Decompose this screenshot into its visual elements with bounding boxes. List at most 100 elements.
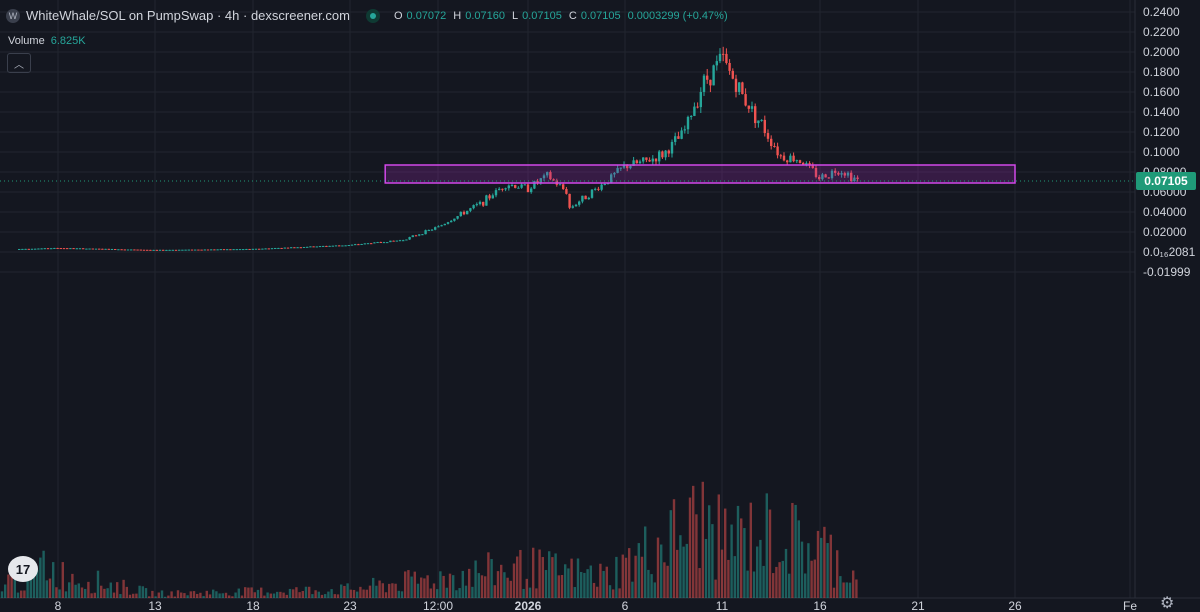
volume-bar bbox=[298, 592, 301, 598]
volume-bar bbox=[391, 583, 394, 598]
price-axis[interactable]: 0.2400 0.2200 0.2000 0.1800 0.1600 0.1400 0.12… bbox=[1143, 5, 1196, 279]
volume-bar bbox=[772, 573, 775, 598]
collapse-legend-button[interactable]: ︿ bbox=[7, 53, 31, 73]
volume-bar bbox=[247, 587, 250, 598]
candle-body bbox=[414, 235, 418, 237]
volume-bar bbox=[394, 583, 397, 598]
volume-bar bbox=[106, 588, 109, 598]
candle-body bbox=[357, 244, 360, 246]
tradingview-logo[interactable]: 17 bbox=[8, 556, 38, 582]
volume-bar bbox=[327, 591, 330, 598]
volume-bar bbox=[503, 572, 506, 598]
candle-body bbox=[603, 184, 606, 186]
volume-bar bbox=[183, 593, 186, 598]
volume-bar bbox=[192, 591, 196, 598]
volume-bar bbox=[522, 588, 525, 598]
candle-body bbox=[667, 150, 670, 154]
candle-body bbox=[75, 248, 78, 250]
volume-bar bbox=[717, 494, 720, 598]
y-tick-label: 0.1600 bbox=[1143, 85, 1180, 99]
gear-icon[interactable]: ⚙ bbox=[1160, 595, 1175, 612]
candle-body bbox=[674, 136, 677, 142]
volume-bar bbox=[746, 570, 749, 598]
candle-body bbox=[98, 248, 101, 250]
volume-bar bbox=[311, 594, 314, 598]
candle-body bbox=[187, 249, 190, 251]
volume-bar bbox=[186, 595, 189, 598]
y-tick-label: 0.2000 bbox=[1143, 45, 1180, 59]
volume-bar bbox=[359, 586, 362, 598]
volume-bar bbox=[308, 586, 311, 598]
volume-bar bbox=[52, 562, 55, 598]
volume-bar bbox=[554, 553, 557, 598]
volume-bar bbox=[74, 584, 77, 598]
candle-body bbox=[392, 240, 395, 242]
volume-bar bbox=[714, 579, 717, 598]
volume-bar bbox=[154, 596, 157, 598]
volume-bar bbox=[368, 585, 372, 598]
volume-bar bbox=[10, 575, 13, 598]
volume-bar bbox=[535, 588, 538, 598]
candle-body bbox=[94, 248, 98, 250]
volume-bar bbox=[125, 586, 128, 598]
volume-bar bbox=[330, 589, 333, 598]
volume-bar bbox=[653, 582, 656, 598]
volume-bar bbox=[752, 571, 756, 598]
volume-bar bbox=[112, 592, 116, 598]
candle-body bbox=[251, 248, 254, 250]
time-axis[interactable]: 8 13 18 23 12:00 2026 6 11 16 21 26 Fe bbox=[55, 599, 1138, 612]
volume-bar bbox=[314, 590, 317, 598]
candle-body bbox=[418, 234, 421, 236]
volume-bar bbox=[77, 583, 80, 598]
volume-bar bbox=[576, 558, 580, 598]
candle-body bbox=[114, 249, 117, 251]
candle-body bbox=[24, 248, 27, 250]
volume-bar bbox=[656, 537, 660, 598]
candle-body bbox=[341, 245, 344, 247]
candle-body bbox=[629, 165, 632, 169]
candle-body bbox=[843, 173, 846, 176]
volume-bar bbox=[701, 481, 704, 598]
volume-bar bbox=[471, 586, 474, 598]
candle-body bbox=[235, 249, 238, 251]
candle-body bbox=[802, 162, 805, 165]
volume-bar bbox=[157, 592, 160, 598]
volume-bar bbox=[128, 594, 132, 598]
candle-body bbox=[635, 160, 638, 164]
candle-body bbox=[424, 230, 427, 235]
volume-bar bbox=[544, 570, 548, 598]
candle-body bbox=[731, 70, 734, 79]
volume-bar bbox=[45, 580, 48, 598]
candle-body bbox=[376, 242, 379, 244]
candle-body bbox=[696, 106, 699, 108]
volume-bar bbox=[58, 589, 61, 598]
volume-bar bbox=[160, 590, 164, 598]
candle-body bbox=[379, 242, 382, 244]
candle-body bbox=[680, 130, 683, 139]
candle-body bbox=[149, 249, 152, 251]
candle-body bbox=[56, 247, 59, 249]
volume-bar bbox=[628, 548, 631, 598]
candle-body bbox=[741, 82, 744, 95]
volume-bar bbox=[711, 524, 714, 598]
volume-bar bbox=[55, 587, 58, 598]
candle-body bbox=[158, 249, 162, 251]
volume-bar bbox=[36, 569, 39, 598]
volume-bar bbox=[429, 588, 432, 598]
candle-body bbox=[709, 79, 712, 86]
support-resistance-zone[interactable] bbox=[384, 164, 1016, 184]
volume-bar bbox=[692, 485, 695, 598]
candle-body bbox=[363, 243, 366, 245]
candle-body bbox=[837, 172, 840, 175]
candle-body bbox=[520, 184, 523, 188]
candle-body bbox=[846, 172, 850, 176]
volume-bar bbox=[740, 518, 743, 598]
volume-bar bbox=[170, 591, 173, 598]
volume-bar bbox=[397, 590, 400, 598]
candle-body bbox=[827, 177, 830, 179]
volume-bar bbox=[295, 587, 298, 598]
volume-bar bbox=[375, 585, 378, 598]
volume-bar bbox=[631, 581, 634, 598]
volume-bar bbox=[100, 585, 103, 598]
